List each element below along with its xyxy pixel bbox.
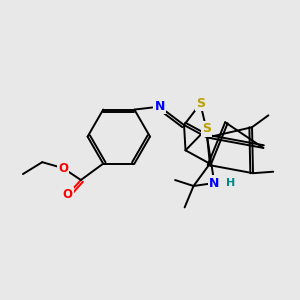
Text: N: N	[209, 176, 220, 190]
Text: H: H	[226, 178, 235, 188]
Text: N: N	[154, 100, 165, 113]
Text: S: S	[202, 122, 211, 135]
Text: O: O	[62, 188, 73, 201]
Text: O: O	[58, 162, 68, 175]
Text: S: S	[196, 97, 205, 110]
